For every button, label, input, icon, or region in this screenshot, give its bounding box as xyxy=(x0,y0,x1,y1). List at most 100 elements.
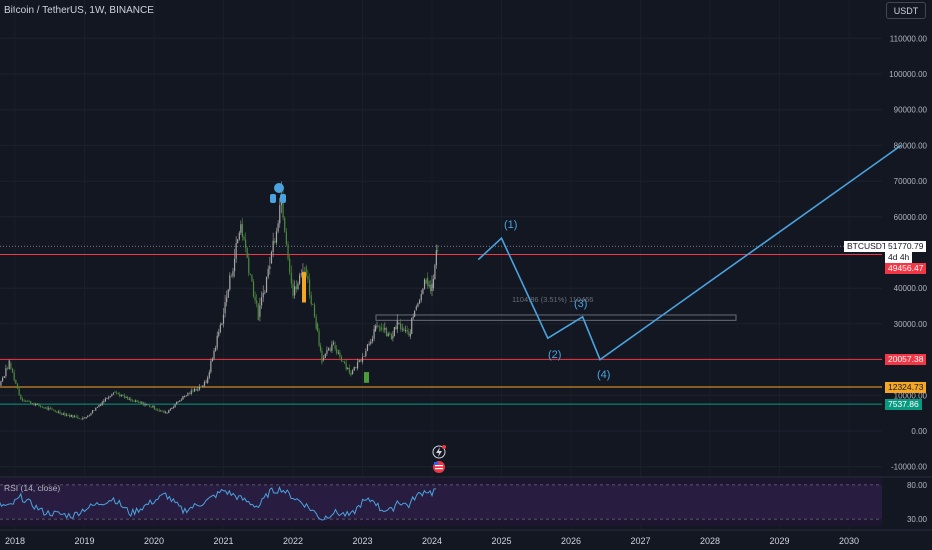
candle-body xyxy=(259,305,261,317)
candle-body xyxy=(166,412,168,414)
candle-body xyxy=(272,240,274,252)
candle-body xyxy=(377,325,380,327)
price-tick-label: 70000.00 xyxy=(894,177,928,186)
candle-body xyxy=(157,409,159,411)
candle-body xyxy=(182,396,184,400)
candle-body xyxy=(187,393,189,396)
candle-body xyxy=(398,323,400,325)
time-tick-label: 2020 xyxy=(144,536,164,546)
price-tick-label: 80000.00 xyxy=(894,141,928,150)
candle-body xyxy=(53,409,55,411)
candle-body xyxy=(56,411,58,413)
user-marker-icon[interactable] xyxy=(270,183,286,203)
candle-body xyxy=(1,377,4,382)
measure-box[interactable] xyxy=(375,314,737,321)
candle-body xyxy=(395,326,397,330)
candle-body xyxy=(75,416,77,418)
candle-body xyxy=(427,277,429,286)
candle-body xyxy=(101,402,103,406)
candle-body xyxy=(385,327,388,336)
candle-body xyxy=(203,382,206,386)
candle-body xyxy=(343,361,346,364)
candle-body xyxy=(294,286,296,296)
candle-body xyxy=(51,408,53,410)
candle-body xyxy=(172,407,175,408)
candle-body xyxy=(210,361,212,373)
candle-body xyxy=(142,402,145,406)
candle-body xyxy=(277,223,279,232)
candle-body xyxy=(139,402,141,404)
candle-body xyxy=(3,376,5,378)
candle-body xyxy=(226,297,228,303)
candle-body xyxy=(23,400,25,402)
candle-body xyxy=(428,285,430,286)
candle-body xyxy=(72,415,74,419)
candle-body xyxy=(366,344,369,351)
candle-body xyxy=(360,360,362,362)
candle-body xyxy=(422,288,424,295)
candle-body xyxy=(28,401,30,402)
candle-body xyxy=(65,414,68,416)
highlight-candle[interactable] xyxy=(364,372,369,383)
candle-body xyxy=(267,268,269,277)
candle-body xyxy=(248,257,250,274)
time-tick-label: 2022 xyxy=(283,536,303,546)
candle-body xyxy=(78,418,81,420)
candle-body xyxy=(332,342,335,345)
candle-body xyxy=(425,279,427,284)
candle-body xyxy=(345,363,347,369)
candle-body xyxy=(284,217,286,232)
candle-body xyxy=(315,316,317,329)
candle-body xyxy=(180,399,182,401)
candle-body xyxy=(44,407,47,409)
candle-body xyxy=(389,333,391,335)
candle-body xyxy=(108,397,110,399)
candle-body xyxy=(185,395,187,397)
candle-body xyxy=(211,358,214,362)
candle-body xyxy=(230,275,232,277)
candle-body xyxy=(287,244,289,259)
candle-body xyxy=(30,401,32,404)
candle-body xyxy=(401,328,403,330)
candle-body xyxy=(350,372,352,376)
candle-body xyxy=(292,283,294,296)
price-tick-label: 40000.00 xyxy=(894,284,928,293)
candle-body xyxy=(77,416,79,419)
candle-body xyxy=(161,410,164,412)
us-flag-event-icon[interactable] xyxy=(433,461,445,473)
candle-body xyxy=(54,410,56,412)
time-tick-label: 2028 xyxy=(700,536,720,546)
candle-body xyxy=(387,333,389,336)
time-tick-label: 2018 xyxy=(5,536,25,546)
candle-body xyxy=(318,330,320,346)
candle-body xyxy=(227,289,229,298)
candle-body xyxy=(371,338,374,342)
candle-body xyxy=(347,367,349,369)
candle-body xyxy=(46,407,48,410)
candle-body xyxy=(82,418,84,420)
rsi-label[interactable]: RSI (14, close) xyxy=(4,483,61,493)
candle-body xyxy=(85,417,87,419)
candle-body xyxy=(299,275,301,284)
symbol-title[interactable]: Bitcoin / TetherUS, 1W, BINANCE xyxy=(4,5,154,16)
rsi-line[interactable] xyxy=(0,485,437,521)
candle-body xyxy=(103,401,105,403)
elliott-wave-projection[interactable] xyxy=(477,144,902,361)
candle-body xyxy=(0,381,2,386)
symbol-badge: BTCUSDT xyxy=(844,241,891,252)
candle-body xyxy=(224,302,226,314)
currency-button[interactable]: USDT xyxy=(886,2,926,19)
candle-body xyxy=(152,406,154,408)
candle-body xyxy=(269,266,271,269)
lightning-event-icon[interactable] xyxy=(432,445,446,459)
candle-body xyxy=(153,406,156,410)
candle-body xyxy=(300,273,302,276)
candle-body xyxy=(365,350,367,356)
candle-body xyxy=(184,395,186,398)
candle-body xyxy=(193,388,196,392)
highlight-candle[interactable] xyxy=(302,272,306,303)
time-tick-label: 2021 xyxy=(213,536,233,546)
candle-body xyxy=(313,304,316,317)
candle-body xyxy=(249,273,251,276)
